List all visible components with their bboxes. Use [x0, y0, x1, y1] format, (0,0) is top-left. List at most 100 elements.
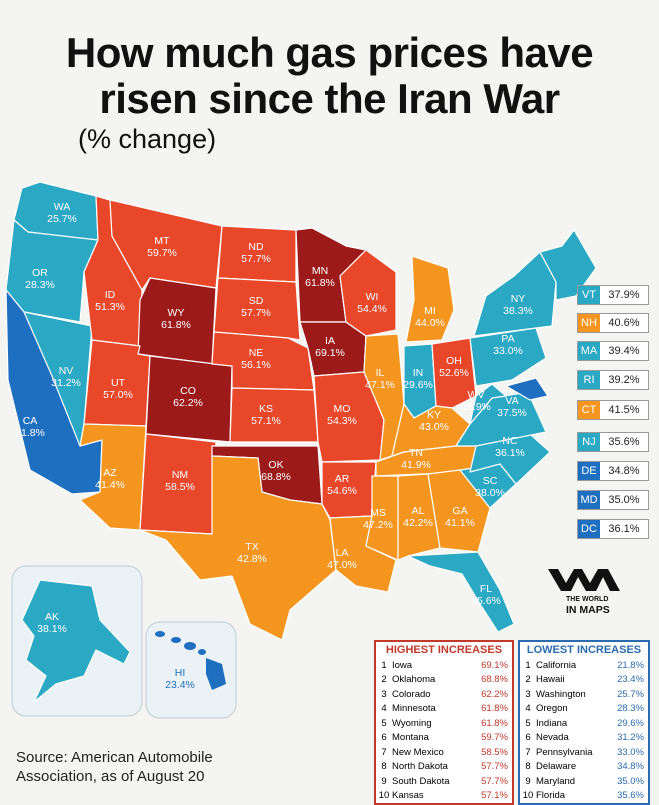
label-KY-pct: 43.0% — [419, 421, 449, 433]
label-TN-abbr: TN — [409, 447, 423, 459]
pct: 57.1% — [481, 790, 508, 802]
table-row: 2 Oklahoma 68.8% — [376, 673, 512, 688]
label-NM-abbr: NM — [172, 469, 188, 481]
label-UT-pct: 57.0% — [103, 389, 133, 401]
rank: 1 — [381, 659, 387, 671]
label-SD-pct: 57.7% — [241, 307, 271, 319]
label-TN-pct: 41.9% — [401, 459, 431, 471]
legend-item-vt: VT 37.9% — [577, 285, 649, 305]
pct: 31.2% — [617, 732, 644, 744]
label-HI-pct: 23.4% — [165, 679, 195, 691]
rank: 9 — [525, 775, 531, 787]
label-KY-abbr: KY — [427, 409, 441, 421]
state-AK — [21, 579, 131, 703]
label-TX-abbr: TX — [245, 541, 258, 553]
world-in-maps-logo-icon — [548, 569, 620, 591]
label-WA-pct: 25.7% — [47, 213, 77, 225]
rank: 1 — [525, 659, 531, 671]
label-ID-abbr: ID — [105, 289, 116, 301]
table-row: 6 Montana 59.7% — [376, 731, 512, 746]
label-WV-abbr: WV — [468, 389, 485, 401]
rank: 2 — [381, 674, 387, 686]
state-labels: WA 25.7% OR 28.3% CA 21.8% NV 31.2% ID 51.3% … — [15, 201, 533, 691]
state-MS — [365, 475, 399, 561]
label-MS-abbr: MS — [370, 507, 386, 519]
legend-value: 39.2% — [608, 374, 640, 386]
label-AZ-abbr: AZ — [103, 467, 117, 479]
label-MI-abbr: MI — [424, 305, 436, 317]
pct: 68.8% — [481, 674, 508, 686]
label-NC-abbr: NC — [502, 435, 518, 447]
label-ID-pct: 51.3% — [95, 301, 125, 313]
label-SC-abbr: SC — [483, 475, 498, 487]
label-GA-pct: 41.1% — [445, 517, 475, 529]
label-OR-pct: 28.3% — [25, 279, 55, 291]
legend-item-nh: NH 40.6% — [577, 313, 649, 333]
legend-abbr: CT — [578, 401, 600, 419]
label-LA-pct: 47.0% — [327, 559, 357, 571]
label-IL-abbr: IL — [376, 367, 385, 379]
legend-item-dc: DC 36.1% — [577, 519, 649, 539]
table-row: 3 Washington 25.7% — [520, 687, 648, 702]
pct: 28.3% — [617, 703, 644, 715]
table-row: 3 Colorado 62.2% — [376, 687, 512, 702]
label-AK-pct: 38.1% — [37, 623, 67, 635]
legend-value: 39.4% — [608, 345, 640, 357]
table-row: 1 Iowa 69.1% — [376, 658, 512, 673]
legend-abbr: MD — [578, 491, 600, 509]
table-row: 8 North Dakota 57.7% — [376, 760, 512, 775]
label-FL-pct: 35.6% — [471, 595, 501, 607]
legend-abbr: DC — [578, 520, 600, 538]
state-name: Washington — [536, 688, 586, 700]
label-WI-pct: 54.4% — [357, 303, 387, 315]
legend-value: 41.5% — [608, 404, 640, 416]
brand-line-2: IN MAPS — [566, 604, 610, 616]
legend-abbr: DE — [578, 462, 600, 480]
table-row: 9 South Dakota 57.7% — [376, 774, 512, 789]
pct: 59.7% — [481, 732, 508, 744]
label-SC-pct: 38.0% — [475, 487, 505, 499]
label-MT-abbr: MT — [154, 235, 170, 247]
label-WA-abbr: WA — [54, 201, 71, 213]
label-IA-pct: 69.1% — [315, 347, 345, 359]
state-name: Oregon — [536, 703, 568, 715]
rank: 10 — [522, 790, 534, 802]
rank: 3 — [381, 688, 387, 700]
label-OK-pct: 68.8% — [261, 471, 291, 483]
label-NC-pct: 36.1% — [495, 447, 525, 459]
state-name: Pennsylvania — [536, 746, 593, 758]
legend-value: 35.6% — [608, 436, 640, 448]
label-NV-abbr: NV — [59, 365, 74, 377]
label-WI-abbr: WI — [366, 291, 379, 303]
highest-heading: HIGHEST INCREASES — [385, 644, 503, 656]
state-name: Iowa — [392, 659, 413, 671]
pct: 21.8% — [617, 659, 644, 671]
pct: 62.2% — [481, 688, 508, 700]
pct: 33.0% — [617, 746, 644, 758]
state-HI — [155, 631, 226, 690]
state-MI — [405, 255, 455, 343]
state-name: Maryland — [536, 775, 576, 787]
state-name: California — [536, 659, 577, 671]
label-CO-abbr: CO — [180, 385, 196, 397]
label-ND-pct: 57.7% — [241, 253, 271, 265]
legend-item-md: MD 35.0% — [577, 490, 649, 510]
